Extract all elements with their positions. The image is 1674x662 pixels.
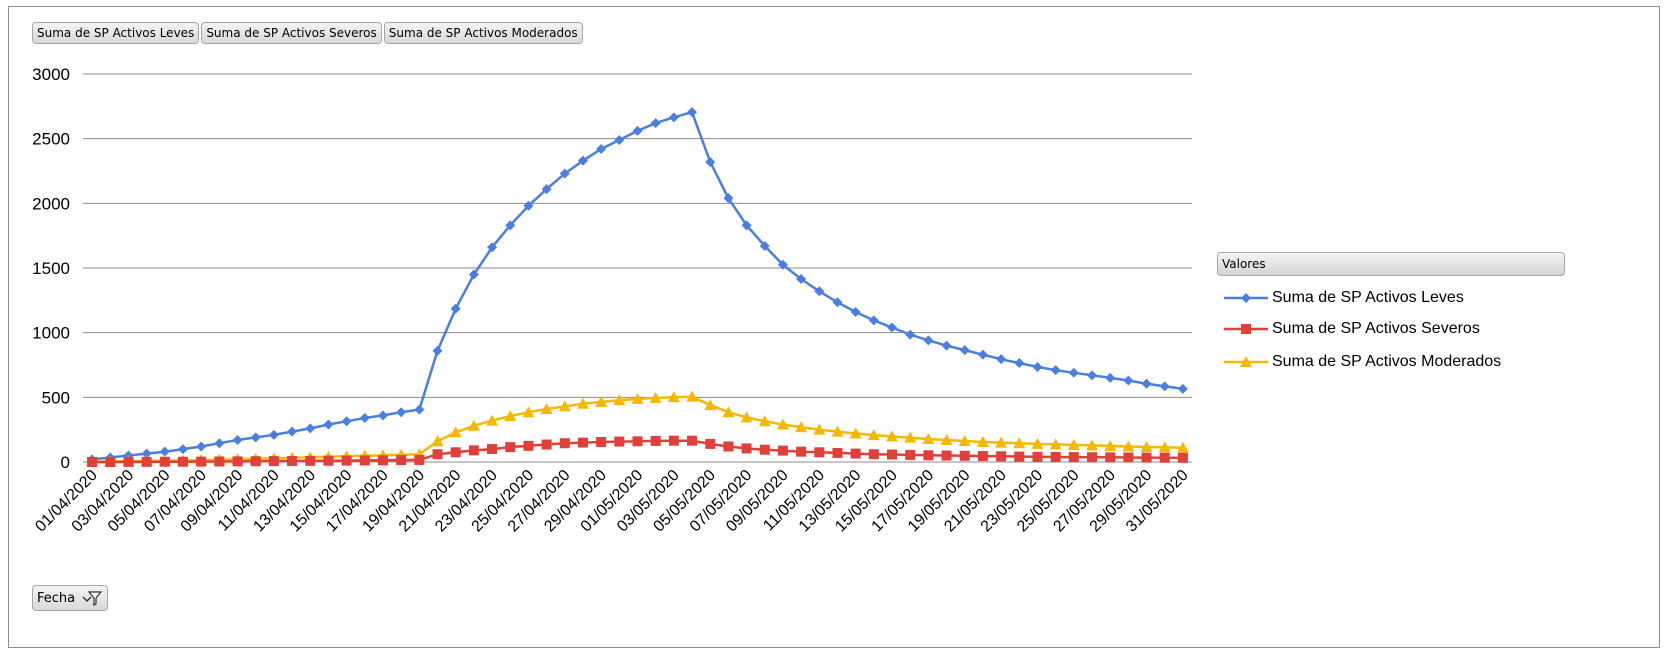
- fecha-filter-button[interactable]: Fecha: [32, 585, 109, 611]
- legend-item-leves[interactable]: Suma de SP Activos Leves: [1222, 287, 1464, 309]
- legend-label: Suma de SP Activos Moderados: [1272, 353, 1502, 370]
- legend-swatch-severos: [1224, 324, 1268, 334]
- legend-item-moderados[interactable]: Suma de SP Activos Moderados: [1222, 351, 1501, 373]
- legend-item-severos[interactable]: Suma de SP Activos Severos: [1222, 318, 1480, 340]
- legend-swatch-leves: [1224, 293, 1268, 303]
- legend-label: Suma de SP Activos Leves: [1272, 289, 1464, 306]
- filter-label: Fecha: [37, 590, 76, 606]
- legend-swatch-marker: [1241, 293, 1251, 303]
- value-field-buttons: Suma de SP Activos Leves Suma de SP Acti…: [32, 22, 583, 44]
- filter-icon: [82, 591, 103, 606]
- legend-title[interactable]: Valores: [1217, 252, 1565, 276]
- legend-swatch-marker: [1240, 356, 1252, 367]
- field-button-moderados[interactable]: Suma de SP Activos Moderados: [383, 22, 583, 44]
- legend-label: Suma de SP Activos Severos: [1272, 320, 1480, 337]
- field-button-leves[interactable]: Suma de SP Activos Leves: [32, 22, 200, 44]
- legend-swatch-moderados: [1224, 356, 1268, 367]
- legend-swatch-marker: [1241, 324, 1251, 334]
- field-button-severos[interactable]: Suma de SP Activos Severos: [201, 22, 382, 44]
